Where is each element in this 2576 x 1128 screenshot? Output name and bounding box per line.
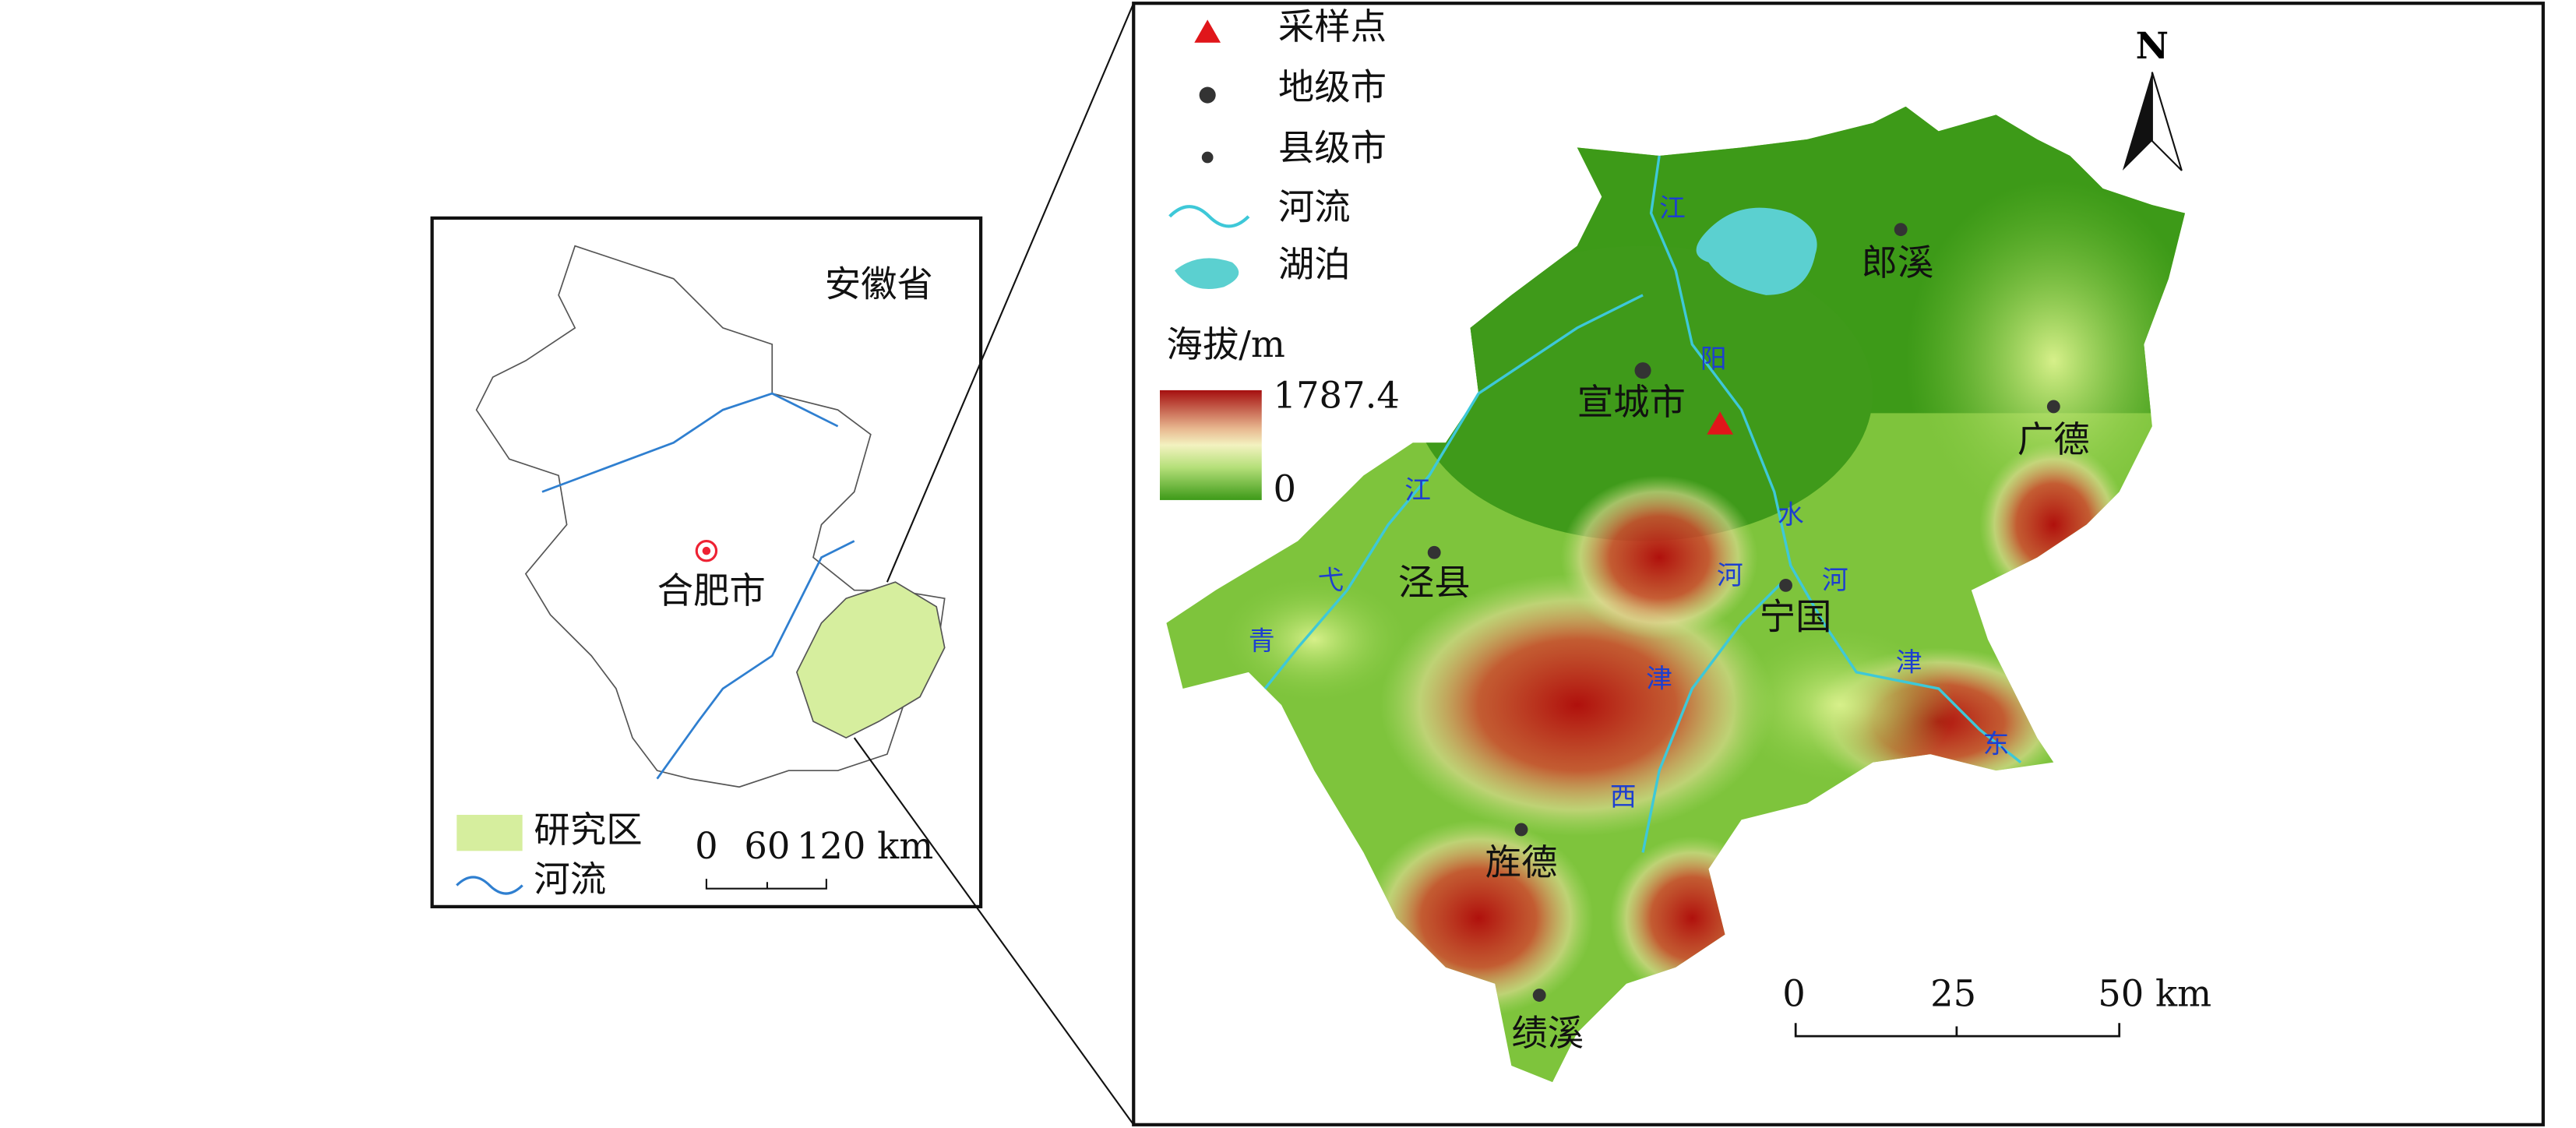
- legend-swatch: [1201, 151, 1214, 164]
- city-label: 宣城市: [1577, 381, 1686, 423]
- legend-swatch: [1199, 86, 1216, 104]
- river-label: 津: [1896, 647, 1922, 677]
- city-label: 郎溪: [1862, 241, 1934, 284]
- river-label: 东: [1983, 729, 2010, 760]
- legend-swatch: [456, 815, 523, 851]
- north-arrow: [2151, 72, 2183, 171]
- lake: [1696, 207, 1817, 295]
- inset-title: 安徽省: [825, 263, 933, 305]
- legend-label: 研究区: [534, 809, 642, 851]
- river-label: 西: [1610, 781, 1637, 812]
- scale-label: 60: [744, 825, 790, 867]
- scale-label: 25: [1930, 973, 1976, 1015]
- scale-label: 120 km: [797, 825, 933, 867]
- legend-label: 县级市: [1278, 127, 1387, 169]
- scale-label: 0: [1782, 973, 1806, 1015]
- legend-label: 河流: [1278, 185, 1351, 227]
- river: [541, 392, 839, 493]
- scale-label: 0: [695, 825, 718, 867]
- study-area: [795, 581, 946, 739]
- river: [1649, 155, 2022, 763]
- legend-label: 地级市: [1278, 66, 1387, 108]
- legend-swatch: [1168, 205, 1250, 228]
- river-label: 江: [1404, 474, 1431, 505]
- capital-symbol: [702, 546, 711, 555]
- elevation-min: 0: [1274, 467, 1297, 509]
- city-point: [1634, 362, 1651, 379]
- river-label: 河: [1822, 565, 1848, 595]
- city-point: [1427, 545, 1441, 559]
- river-label: 弋: [1317, 565, 1344, 595]
- connector: [853, 737, 1135, 1126]
- sample-point: [1707, 411, 1734, 435]
- river-label: 津: [1646, 663, 1672, 693]
- legend-label: 河流: [534, 858, 606, 900]
- river: [1641, 580, 1784, 853]
- elevation-max: 1787.4: [1274, 374, 1400, 416]
- city-label: 旌德: [1485, 841, 1558, 883]
- city-label: 合肥市: [657, 569, 766, 612]
- city-point: [1514, 823, 1528, 837]
- legend-label: 采样点: [1278, 5, 1387, 48]
- city-label: 宁国: [1760, 596, 1832, 638]
- legend-swatch: [456, 876, 523, 895]
- connector: [886, 2, 1135, 583]
- city-point: [1779, 578, 1792, 592]
- river-label: 水: [1778, 499, 1804, 530]
- city-label: 绩溪: [1511, 1012, 1584, 1054]
- city-point: [1532, 989, 1546, 1002]
- city-point: [1894, 223, 1908, 237]
- scale-bar: [1794, 1023, 2121, 1038]
- city-label: 广德: [2017, 418, 2090, 460]
- capital-symbol: [695, 539, 718, 562]
- river: [1263, 294, 1644, 690]
- river-label: 青: [1249, 626, 1275, 656]
- river-label: 阳: [1700, 344, 1727, 374]
- city-label: 泾县: [1398, 561, 1471, 603]
- elevation-title: 海拔/m: [1166, 323, 1284, 365]
- legend-swatch: [1174, 258, 1239, 289]
- north-label: N: [2136, 24, 2169, 67]
- river-label: 河: [1717, 560, 1743, 590]
- legend-swatch: [1194, 19, 1221, 43]
- legend-label: 湖泊: [1278, 243, 1351, 285]
- elevation-ramp: [1159, 390, 1262, 500]
- city-point: [2046, 400, 2060, 414]
- scale-bar: [705, 879, 827, 890]
- river-label: 江: [1659, 192, 1686, 223]
- scale-label: 50 km: [2098, 973, 2211, 1015]
- river: [656, 540, 855, 780]
